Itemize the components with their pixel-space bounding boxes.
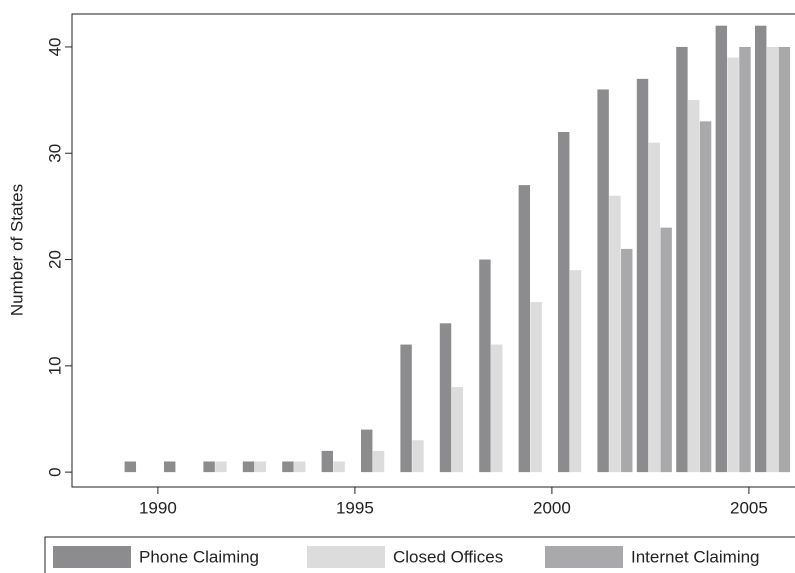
legend-label: Internet Claiming	[631, 547, 760, 566]
bar	[739, 46, 751, 473]
plot-frame	[71, 13, 795, 488]
bar	[755, 25, 767, 473]
bar	[597, 89, 609, 473]
legend-swatch	[545, 546, 623, 568]
bar	[688, 100, 700, 473]
bar	[636, 78, 649, 473]
y-tick-label: 20	[45, 250, 64, 269]
legend-label: Phone Claiming	[139, 547, 259, 566]
x-tick-label: 1995	[336, 498, 374, 517]
bar	[412, 440, 424, 473]
bar	[491, 344, 503, 473]
bar	[321, 450, 334, 473]
bar	[727, 57, 739, 473]
legend-box	[44, 536, 795, 573]
bar	[766, 46, 779, 473]
bar	[609, 195, 621, 473]
bar	[660, 227, 672, 473]
legend-swatch	[53, 546, 131, 568]
bar	[648, 142, 661, 473]
x-tick-label: 1990	[139, 498, 177, 517]
bar	[569, 270, 582, 473]
y-axis-label: Number of States	[7, 184, 26, 316]
bar	[164, 461, 176, 473]
y-tick-label: 30	[45, 144, 64, 163]
bar	[294, 461, 306, 473]
x-tick-label: 2000	[533, 498, 571, 517]
bar	[254, 461, 267, 473]
bar	[203, 461, 215, 473]
bar	[530, 302, 542, 473]
bar	[778, 46, 791, 473]
bar	[699, 121, 712, 473]
bar	[621, 248, 633, 473]
bar	[282, 461, 294, 473]
bar	[518, 185, 531, 473]
legend-swatch	[307, 546, 385, 568]
bar	[124, 461, 137, 473]
bar	[372, 450, 385, 473]
bar	[400, 344, 412, 473]
bar	[558, 131, 570, 473]
bar	[676, 46, 688, 473]
bar	[715, 25, 728, 473]
bar	[361, 429, 373, 473]
y-tick-label: 40	[45, 37, 64, 56]
bar	[439, 323, 452, 473]
y-tick-label: 10	[45, 356, 64, 375]
bar	[451, 387, 464, 473]
bar	[242, 461, 255, 473]
y-tick-label: 0	[45, 467, 64, 476]
legend-label: Closed Offices	[393, 547, 503, 566]
bar	[215, 461, 227, 473]
bar	[333, 461, 345, 473]
x-tick-label: 2005	[730, 498, 768, 517]
bar	[479, 259, 491, 473]
